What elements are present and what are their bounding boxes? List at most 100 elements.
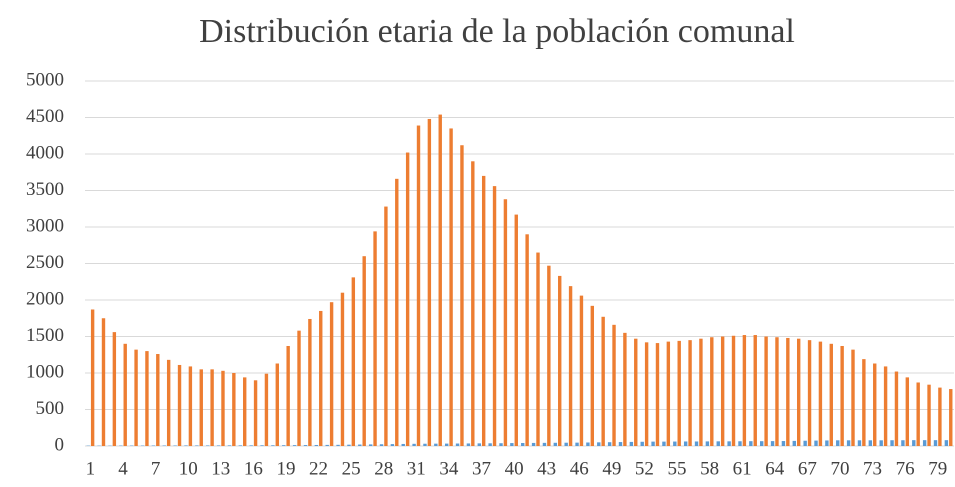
bar [216, 445, 221, 446]
bar [416, 125, 421, 446]
bar [677, 340, 681, 446]
bar [329, 302, 334, 446]
bar [553, 442, 558, 446]
bar [243, 377, 247, 446]
x-tick-label: 49 [602, 458, 621, 479]
bar [829, 343, 833, 446]
x-tick-label: 37 [472, 458, 491, 479]
bar [705, 441, 710, 446]
bar [651, 441, 655, 446]
x-tick-label: 67 [798, 458, 817, 479]
bar [206, 445, 210, 446]
bar [688, 340, 692, 446]
bar [195, 445, 199, 446]
bar [662, 441, 666, 446]
bar [894, 371, 899, 446]
x-tick-label: 79 [928, 458, 947, 479]
bar [796, 338, 801, 446]
bar [173, 445, 177, 446]
bar [634, 338, 638, 446]
bar [286, 345, 290, 446]
bar [760, 441, 764, 446]
x-tick-label: 61 [733, 458, 752, 479]
bar [275, 363, 279, 446]
bar [145, 351, 149, 446]
bar [303, 445, 308, 446]
bar [590, 305, 595, 446]
bar [351, 277, 356, 446]
bar [612, 324, 616, 446]
bar [401, 443, 405, 446]
bar [536, 252, 540, 446]
bar [488, 443, 492, 446]
bar [814, 440, 818, 446]
bar [818, 341, 823, 446]
bar [260, 445, 264, 446]
bar [683, 441, 688, 446]
bar [640, 441, 644, 446]
bar [347, 444, 351, 446]
bar [434, 443, 438, 446]
bar [666, 341, 671, 446]
bar [840, 345, 844, 446]
bar [156, 354, 160, 446]
bar [944, 440, 949, 446]
bar [449, 128, 453, 446]
bar [308, 318, 312, 446]
bar [521, 443, 525, 446]
bar [325, 444, 329, 446]
x-tick-label: 58 [700, 458, 719, 479]
x-tick-label: 28 [374, 458, 393, 479]
bar [727, 441, 731, 446]
x-tick-label: 7 [151, 458, 161, 479]
bar [618, 442, 623, 446]
bar [862, 359, 866, 446]
bar [846, 440, 851, 446]
bar [162, 445, 166, 446]
bar [792, 440, 796, 446]
bar [742, 335, 747, 446]
bar [673, 441, 677, 446]
x-tick-label: 19 [276, 458, 295, 479]
bar [825, 440, 829, 446]
bar [720, 336, 725, 446]
bar [336, 444, 340, 446]
bar [851, 349, 855, 446]
bar [471, 161, 475, 447]
y-tick-label: 1500 [26, 325, 64, 346]
bar [455, 443, 460, 446]
x-tick-label: 40 [505, 458, 524, 479]
bar [623, 332, 627, 446]
x-tick-label: 73 [863, 458, 882, 479]
bar [499, 443, 503, 446]
bar [271, 445, 275, 446]
bar [166, 359, 171, 446]
bar [807, 340, 812, 446]
bar [101, 318, 106, 446]
bar [753, 335, 757, 446]
bar [379, 444, 384, 446]
y-tick-label: 3000 [26, 215, 64, 236]
y-tick-label: 500 [36, 398, 65, 419]
bar [362, 256, 366, 446]
x-tick-label: 13 [211, 458, 230, 479]
bar [477, 443, 481, 446]
y-tick-label: 5000 [26, 69, 64, 90]
y-tick-label: 2500 [26, 252, 64, 273]
x-tick-label: 64 [765, 458, 785, 479]
bar [803, 440, 807, 446]
bar [731, 335, 736, 446]
bar [716, 441, 720, 446]
bar [890, 440, 894, 446]
bar [510, 443, 514, 446]
y-tick-label: 0 [55, 434, 65, 455]
bar [770, 441, 775, 446]
bar [749, 441, 753, 446]
bar [927, 384, 931, 446]
bar [384, 206, 388, 446]
bar [210, 369, 214, 446]
bar [901, 440, 905, 446]
bar [525, 234, 529, 446]
bar [444, 443, 449, 446]
x-tick-label: 43 [537, 458, 556, 479]
